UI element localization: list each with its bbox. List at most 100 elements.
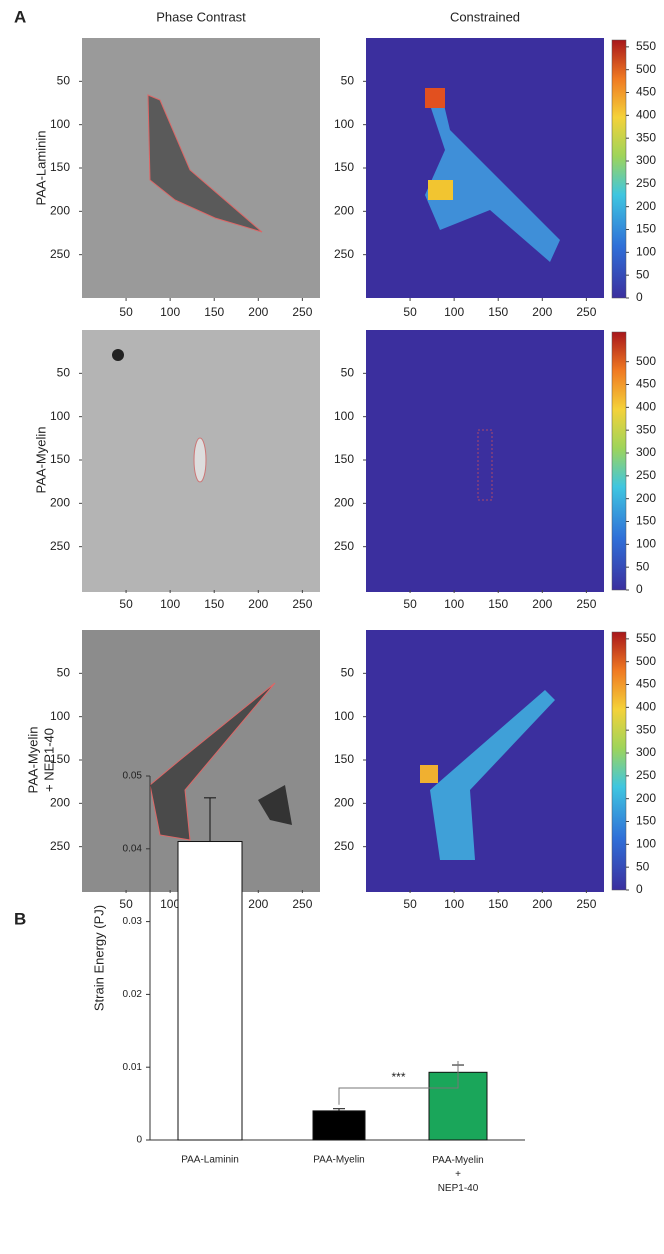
colorbar-tick-label: 300 [636, 445, 656, 459]
x-tick-label: 100 [444, 597, 464, 611]
y-tick-label: 150 [334, 160, 354, 174]
x-tick-label: 50 [119, 597, 133, 611]
colorbar-tick-label: 350 [636, 130, 656, 144]
y-tick-label: 250 [50, 839, 70, 853]
y-tick-label: 200 [334, 204, 354, 218]
colorbar-tick-label: 400 [636, 400, 656, 414]
x-tick-label: 100 [160, 897, 180, 911]
colorbar-tick-label: 450 [636, 85, 656, 99]
y-tick-label: 0.05 [123, 771, 143, 782]
y-tick-label: 50 [57, 74, 71, 88]
y-tick-label: 0.01 [123, 1062, 143, 1073]
column-title: Constrained [450, 9, 520, 24]
colorbar-tick-label: 250 [636, 176, 656, 190]
x-tick-label: 50 [403, 897, 417, 911]
bar [312, 1110, 366, 1141]
y-tick-label: 150 [334, 752, 354, 766]
colorbar-tick-label: 200 [636, 791, 656, 805]
x-tick-label: 100 [160, 597, 180, 611]
x-tick-label: 200 [532, 305, 552, 319]
y-axis-label: Strain Energy (PJ) [91, 905, 106, 1011]
x-tick-label: 50 [403, 597, 417, 611]
y-tick-label: 250 [50, 539, 70, 553]
x-tick-label: 150 [488, 597, 508, 611]
y-tick-label: 100 [50, 709, 70, 723]
y-tick-label: 0.03 [123, 916, 143, 927]
x-tick-label: 250 [576, 897, 596, 911]
colorbar-tick-label: 250 [636, 768, 656, 782]
y-tick-label: 250 [334, 247, 354, 261]
x-tick-label: 200 [532, 597, 552, 611]
y-tick-label: 50 [57, 666, 71, 680]
colorbar-tick-label: 250 [636, 468, 656, 482]
colorbar-tick-label: 500 [636, 62, 656, 76]
y-tick-label: 200 [334, 496, 354, 510]
y-tick-label: 250 [50, 247, 70, 261]
colorbar-tick-label: 100 [636, 837, 656, 851]
x-tick-label: 250 [292, 305, 312, 319]
x-tick-label: 150 [488, 897, 508, 911]
y-tick-label: 150 [50, 160, 70, 174]
x-tick-label: 200 [248, 897, 268, 911]
y-tick-label: 250 [334, 839, 354, 853]
row-label: PAA-Myelin + NEP1-40 [25, 727, 56, 794]
y-tick-label: 150 [334, 452, 354, 466]
colorbar-tick-label: 550 [636, 631, 656, 645]
row-label: PAA-Myelin [33, 427, 48, 494]
y-tick-label: 200 [334, 796, 354, 810]
colorbar [611, 39, 627, 299]
y-tick-label: 200 [50, 204, 70, 218]
colorbar-tick-label: 300 [636, 153, 656, 167]
significance-label: *** [391, 1070, 405, 1084]
y-tick-label: 0 [136, 1135, 142, 1146]
colorbar-tick-label: 200 [636, 491, 656, 505]
y-tick-label: 50 [341, 666, 355, 680]
error-bar [333, 1108, 345, 1111]
colorbar-tick-label: 0 [636, 882, 643, 896]
y-tick-label: 150 [50, 452, 70, 466]
x-tick-label: 200 [248, 597, 268, 611]
x-tick-label: 250 [292, 597, 312, 611]
y-tick-label: 0.04 [123, 843, 143, 854]
x-tick-label: 250 [292, 897, 312, 911]
y-tick-label: 150 [50, 752, 70, 766]
colorbar-tick-label: 500 [636, 354, 656, 368]
colorbar-tick-label: 150 [636, 814, 656, 828]
x-tick-label: 200 [532, 897, 552, 911]
phase-images [82, 38, 320, 892]
colorbar-tick-label: 150 [636, 222, 656, 236]
colorbar-tick-label: 400 [636, 700, 656, 714]
colorbar [611, 331, 627, 591]
colorbar-tick-label: 350 [636, 422, 656, 436]
x-tick-label: 150 [204, 305, 224, 319]
row-label-line: PAA-Laminin [33, 131, 48, 206]
x-tick-label: PAA-Laminin [181, 1155, 239, 1166]
colorbar-tick-label: 50 [636, 859, 650, 873]
colorbar-tick-label: 550 [636, 39, 656, 53]
y-tick-label: 100 [334, 709, 354, 723]
x-tick-label: PAA-Myelin + NEP1-40 [432, 1155, 484, 1194]
colorbar-tick-label: 500 [636, 654, 656, 668]
y-tick-label: 50 [341, 366, 355, 380]
x-tick-label: 100 [160, 305, 180, 319]
x-tick-label: PAA-Myelin [313, 1155, 365, 1166]
x-tick-label: 200 [248, 305, 268, 319]
colorbar-tick-label: 350 [636, 722, 656, 736]
strain-maps [366, 38, 604, 892]
colorbar-tick-label: 50 [636, 559, 650, 573]
colorbar-tick-label: 450 [636, 377, 656, 391]
error-bar [204, 797, 216, 842]
x-tick-label: 250 [576, 305, 596, 319]
panel-label: A [14, 7, 26, 26]
row-label: PAA-Laminin [33, 131, 48, 206]
colorbar-tick-label: 100 [636, 245, 656, 259]
y-tick-label: 200 [50, 796, 70, 810]
y-tick-label: 250 [334, 539, 354, 553]
x-tick-label: 150 [204, 597, 224, 611]
column-title: Phase Contrast [156, 9, 246, 24]
y-tick-label: 0.02 [123, 989, 143, 1000]
y-tick-label: 50 [57, 366, 71, 380]
x-tick-label: 100 [444, 897, 464, 911]
y-tick-label: 50 [341, 74, 355, 88]
